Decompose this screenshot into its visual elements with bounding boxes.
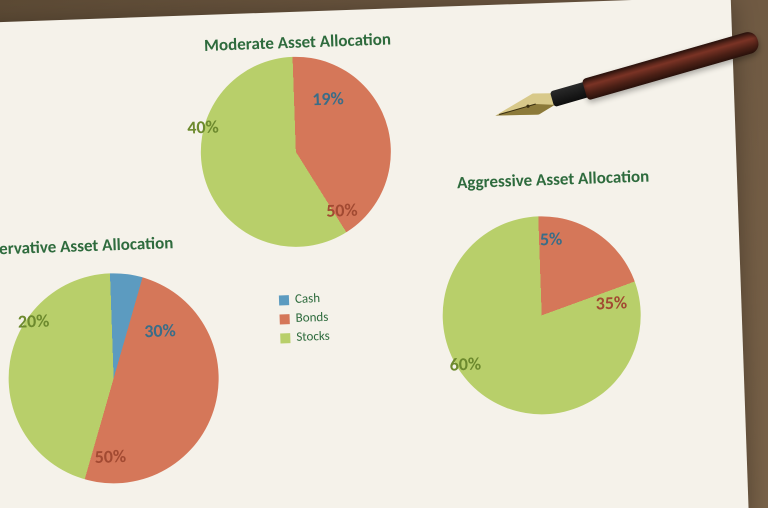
moderate-title: Moderate Asset Allocation xyxy=(204,28,392,56)
aggressive-label-stocks: 60% xyxy=(449,352,481,375)
pen-grip xyxy=(550,82,589,107)
scene-root: Moderate Asset Allocation 19% 50% 40% Co… xyxy=(0,0,768,508)
paper-sheet: Moderate Asset Allocation 19% 50% 40% Co… xyxy=(0,0,749,508)
fountain-pen xyxy=(465,24,763,139)
moderate-label-bonds: 50% xyxy=(326,199,358,222)
legend-row-bonds: Bonds xyxy=(279,310,329,327)
legend-label-cash: Cash xyxy=(295,291,321,307)
moderate-pie xyxy=(198,54,395,251)
aggressive-label-bonds: 35% xyxy=(595,291,627,314)
pen-barrel xyxy=(582,30,761,101)
aggressive-title: Aggressive Asset Allocation xyxy=(457,166,650,194)
legend-row-stocks: Stocks xyxy=(280,329,330,346)
conservative-label-cash: 30% xyxy=(144,319,176,342)
conservative-label-stocks: 20% xyxy=(18,310,50,333)
pen-nib-icon xyxy=(492,88,556,126)
legend-row-cash: Cash xyxy=(279,291,329,308)
conservative-title: Conservative Asset Allocation xyxy=(0,232,174,260)
moderate-label-stocks: 40% xyxy=(187,116,219,139)
aggressive-label-cash: 5% xyxy=(540,228,563,251)
legend-swatch-stocks xyxy=(280,333,290,343)
conservative-label-bonds: 50% xyxy=(94,445,126,468)
legend-label-bonds: Bonds xyxy=(295,310,328,326)
legend-swatch-cash xyxy=(279,295,289,305)
legend-label-stocks: Stocks xyxy=(296,329,330,345)
legend-swatch-bonds xyxy=(279,314,289,324)
legend: Cash Bonds Stocks xyxy=(279,291,330,350)
moderate-label-cash: 19% xyxy=(312,87,344,110)
